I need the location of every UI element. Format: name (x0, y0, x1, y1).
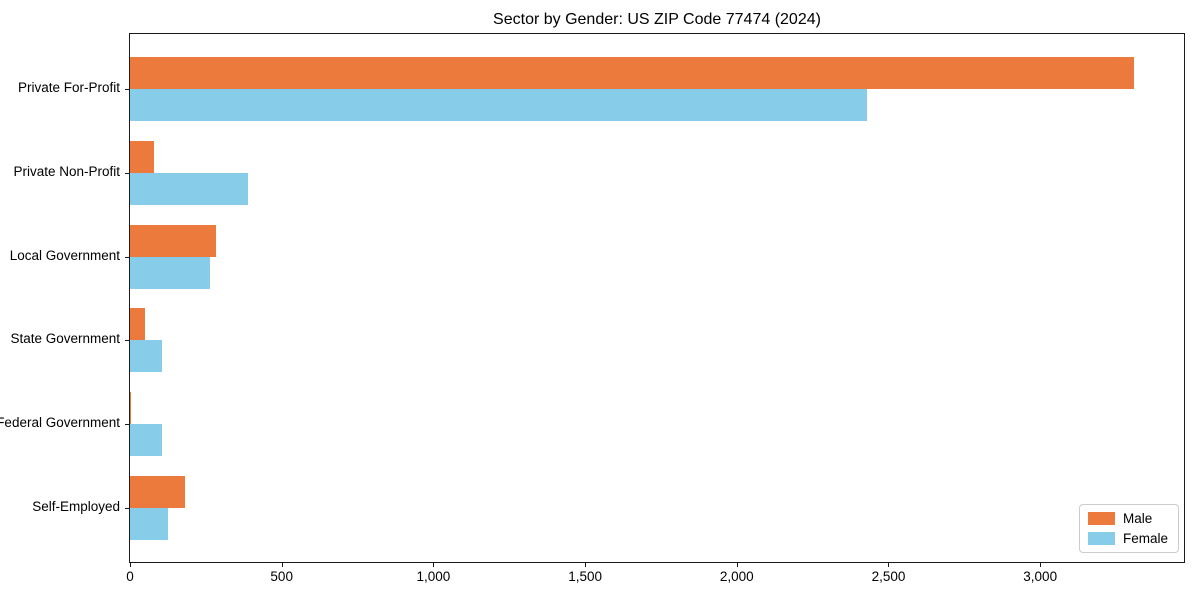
bar-male-local-government (130, 224, 217, 257)
x-tick-label-2500: 2,500 (871, 569, 906, 584)
x-tick-0 (130, 562, 131, 567)
y-tick-federal-government (125, 424, 130, 426)
bar-female-private-non-profit (130, 172, 249, 205)
x-tick-label-0: 0 (126, 569, 134, 584)
legend: Male Female (1078, 504, 1179, 553)
x-tick-1500 (585, 562, 587, 567)
category-label-local-government: Local Government (9, 247, 120, 263)
bar-male-self-employed (130, 476, 185, 508)
x-tick-500 (281, 562, 283, 567)
y-tick-self-employed (125, 508, 130, 509)
bar-male-federal-government (130, 392, 132, 425)
y-tick-private-non-profit (125, 172, 130, 174)
category-label-private-non-profit: Private Non-Profit (13, 163, 120, 179)
category-label-self-employed: Self-Employed (32, 499, 120, 514)
x-tick-label-500: 500 (270, 569, 293, 584)
bar-female-self-employed (130, 508, 168, 540)
category-label-state-government: State Government (10, 331, 120, 347)
bar-female-private-for-profit (130, 89, 868, 121)
x-tick-label-1500: 1,500 (568, 569, 602, 584)
x-tick-label-2000: 2,000 (719, 569, 754, 584)
y-tick-private-for-profit (125, 89, 130, 90)
x-tick-3000 (1040, 562, 1042, 567)
plot-area: Private For-Profit Private Non-Profit Loca… (0, 33, 1185, 584)
x-tick-label-1000: 1,000 (416, 569, 451, 584)
x-tick-2500 (888, 562, 890, 567)
legend-label-female: Female (1122, 531, 1168, 546)
legend-entry-female: Female (1087, 531, 1168, 546)
legend-swatch-female (1087, 532, 1115, 545)
y-tick-state-government (125, 340, 130, 342)
bar-female-state-government (130, 340, 162, 373)
bar-female-federal-government (130, 424, 162, 457)
category-label-federal-government: Federal Government (0, 415, 120, 431)
x-tick-2000 (736, 562, 738, 567)
legend-swatch-male (1087, 512, 1115, 525)
bar-male-private-for-profit (130, 57, 1135, 89)
bar-male-private-non-profit (130, 140, 155, 173)
chart-title: Sector by Gender: US ZIP Code 77474 (202… (493, 11, 821, 28)
category-label-private-for-profit: Private For-Profit (17, 80, 120, 95)
y-tick-local-government (125, 256, 130, 258)
legend-label-male: Male (1122, 511, 1153, 526)
x-tick-label-3000: 3,000 (1023, 569, 1058, 584)
legend-entry-male: Male (1087, 511, 1168, 526)
x-tick-1000 (433, 562, 435, 567)
bar-male-state-government (130, 308, 146, 341)
bar-female-local-government (130, 256, 211, 289)
